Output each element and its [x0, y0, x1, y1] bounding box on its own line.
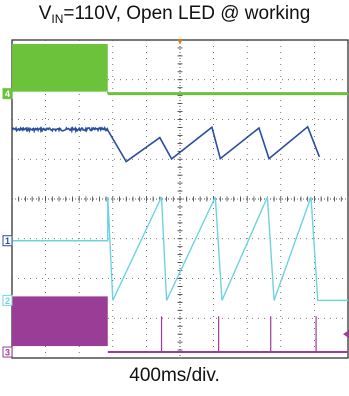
channel-1-marker	[2, 235, 13, 247]
trigger-marker	[177, 39, 183, 44]
cyan-trace	[12, 196, 349, 302]
title-prefix: V	[38, 3, 52, 24]
channel-3-label: 3	[5, 348, 10, 358]
channel-2-label: 2	[5, 296, 10, 306]
title-subscript: IN	[51, 12, 64, 26]
channel-3-marker	[2, 346, 13, 358]
time-scale-label: 400ms/div.	[129, 365, 220, 386]
title-rest: =110V, Open LED @ working	[63, 3, 311, 24]
green-trace-band	[12, 43, 108, 92]
channel-1-label: 1	[5, 236, 10, 246]
channel-2-marker	[2, 294, 13, 306]
purple-level-arrow	[343, 330, 349, 339]
chart-title: VIN=110V, Open LED @ working	[0, 3, 349, 26]
blue-trace	[11, 125, 321, 163]
channel-4-label: 4	[5, 89, 10, 99]
purple-trace-band	[12, 296, 108, 347]
channel-4-marker	[2, 88, 13, 100]
